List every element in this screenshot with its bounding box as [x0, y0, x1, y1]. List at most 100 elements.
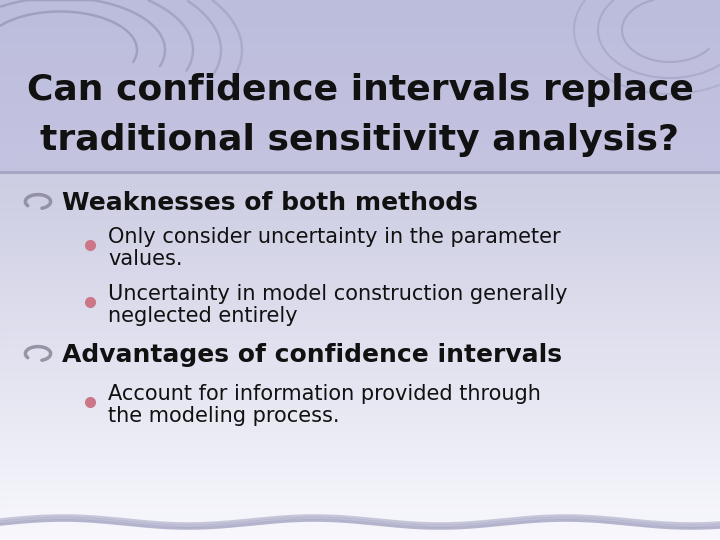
- Bar: [0, 516, 720, 518]
- Bar: [0, 40, 720, 43]
- Bar: [0, 319, 720, 321]
- Bar: [0, 354, 720, 356]
- Bar: [0, 157, 720, 159]
- Bar: [0, 151, 720, 154]
- Bar: [0, 537, 720, 540]
- Bar: [0, 483, 720, 486]
- Bar: [0, 359, 720, 362]
- Bar: [0, 505, 720, 508]
- Bar: [0, 205, 720, 208]
- Bar: [0, 135, 720, 138]
- Bar: [0, 43, 720, 46]
- Bar: [0, 343, 720, 346]
- Bar: [0, 22, 720, 24]
- Bar: [0, 224, 720, 227]
- Bar: [0, 529, 720, 532]
- Bar: [0, 86, 720, 89]
- Bar: [0, 97, 720, 100]
- Bar: [0, 491, 720, 494]
- Bar: [0, 286, 720, 289]
- Bar: [0, 383, 720, 386]
- Bar: [0, 235, 720, 238]
- Bar: [0, 297, 720, 300]
- Bar: [0, 275, 720, 278]
- Bar: [0, 348, 720, 351]
- Bar: [0, 78, 720, 81]
- Bar: [0, 289, 720, 292]
- Bar: [0, 35, 720, 38]
- Text: the modeling process.: the modeling process.: [108, 406, 340, 426]
- Bar: [0, 146, 720, 148]
- Bar: [0, 94, 720, 97]
- Text: traditional sensitivity analysis?: traditional sensitivity analysis?: [40, 123, 680, 157]
- Bar: [0, 335, 720, 338]
- Bar: [0, 310, 720, 313]
- Bar: [0, 16, 720, 19]
- Bar: [0, 346, 720, 348]
- Bar: [0, 459, 720, 462]
- Bar: [0, 294, 720, 297]
- Bar: [0, 332, 720, 335]
- Bar: [0, 176, 720, 178]
- Bar: [0, 367, 720, 370]
- Bar: [0, 435, 720, 437]
- Bar: [0, 313, 720, 316]
- Bar: [0, 46, 720, 49]
- Bar: [0, 178, 720, 181]
- Bar: [0, 494, 720, 497]
- Bar: [0, 316, 720, 319]
- Bar: [0, 524, 720, 526]
- Bar: [0, 364, 720, 367]
- Bar: [0, 408, 720, 410]
- Bar: [0, 389, 720, 392]
- Bar: [0, 32, 720, 35]
- Bar: [0, 284, 720, 286]
- Bar: [0, 440, 720, 443]
- Bar: [0, 278, 720, 281]
- Bar: [0, 3, 720, 5]
- Bar: [0, 105, 720, 108]
- Bar: [0, 421, 720, 424]
- Bar: [0, 38, 720, 40]
- Bar: [0, 108, 720, 111]
- Bar: [0, 302, 720, 305]
- Bar: [0, 197, 720, 200]
- Bar: [0, 24, 720, 27]
- Bar: [0, 456, 720, 459]
- Bar: [0, 521, 720, 524]
- Bar: [0, 470, 720, 472]
- Bar: [0, 5, 720, 8]
- Bar: [0, 122, 720, 124]
- Bar: [0, 211, 720, 213]
- Bar: [0, 92, 720, 94]
- Bar: [0, 262, 720, 265]
- Bar: [0, 124, 720, 127]
- Text: Only consider uncertainty in the parameter: Only consider uncertainty in the paramet…: [108, 227, 561, 247]
- Bar: [0, 535, 720, 537]
- Text: Advantages of confidence intervals: Advantages of confidence intervals: [62, 343, 562, 367]
- Bar: [0, 0, 720, 170]
- Bar: [0, 378, 720, 381]
- Bar: [0, 270, 720, 273]
- Bar: [0, 192, 720, 194]
- Bar: [0, 267, 720, 270]
- Bar: [0, 416, 720, 418]
- Bar: [0, 305, 720, 308]
- Bar: [0, 397, 720, 400]
- Bar: [0, 497, 720, 500]
- Bar: [0, 324, 720, 327]
- Bar: [0, 84, 720, 86]
- Bar: [0, 240, 720, 243]
- Bar: [0, 373, 720, 375]
- Bar: [0, 167, 720, 170]
- Bar: [0, 248, 720, 251]
- Bar: [0, 57, 720, 59]
- Bar: [0, 413, 720, 416]
- Bar: [0, 81, 720, 84]
- Bar: [0, 186, 720, 189]
- Bar: [0, 181, 720, 184]
- Bar: [0, 103, 720, 105]
- Text: Account for information provided through: Account for information provided through: [108, 384, 541, 404]
- Bar: [0, 148, 720, 151]
- Bar: [0, 68, 720, 70]
